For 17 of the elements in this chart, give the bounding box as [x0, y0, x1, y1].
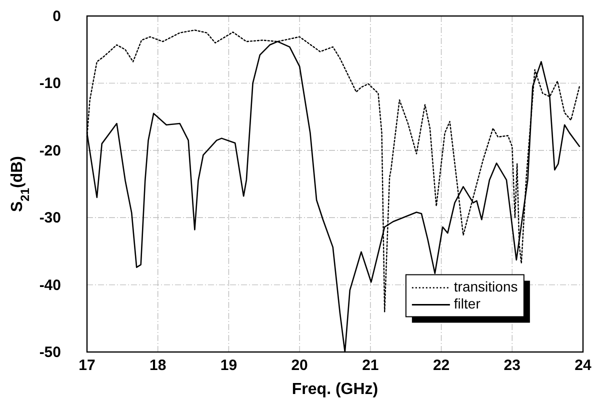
x-tick-label: 20 — [291, 357, 308, 374]
y-tick-label: -20 — [39, 142, 61, 160]
x-tick-label: 23 — [504, 357, 520, 374]
x-tick-label: 21 — [362, 357, 379, 374]
y-tick-label: -10 — [39, 75, 61, 92]
x-tick-label: 19 — [220, 357, 238, 374]
y-tick-label: -40 — [39, 276, 61, 294]
y-tick-label: -50 — [39, 344, 61, 361]
y-tick-label: -30 — [39, 210, 61, 227]
y-tick-label: 0 — [52, 8, 61, 25]
x-tick-label: 22 — [432, 357, 450, 374]
x-tick-label: 17 — [78, 357, 96, 374]
legend-label: transitions — [454, 278, 518, 295]
x-axis-title: Freq. (GHz) — [292, 381, 378, 398]
x-tick-label: 24 — [574, 357, 592, 374]
legend-label: filter — [454, 296, 481, 312]
x-tick-label: 18 — [150, 357, 166, 374]
